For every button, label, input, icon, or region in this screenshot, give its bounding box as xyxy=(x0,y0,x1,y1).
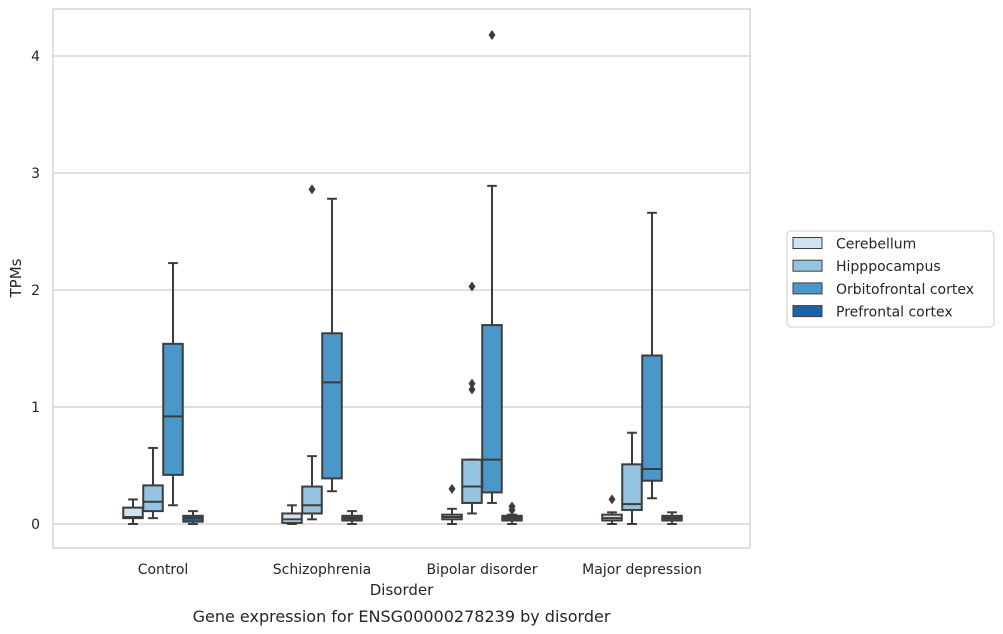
x-axis-title: Disorder xyxy=(370,581,434,599)
y-tick-label: 0 xyxy=(31,517,40,533)
y-tick-label: 3 xyxy=(31,166,40,182)
x-tick-label: Schizophrenia xyxy=(273,562,371,578)
iqr-box xyxy=(122,506,144,520)
x-tick-labels: Control Schizophrenia Bipolar disorder Majo… xyxy=(138,562,702,578)
x-tick-label: Control xyxy=(138,562,189,578)
y-tick-label: 1 xyxy=(31,400,40,416)
legend-swatch xyxy=(792,259,823,272)
iqr-box xyxy=(281,512,303,524)
box-hipppocampus xyxy=(301,184,323,521)
box-cerebellum xyxy=(441,483,463,525)
legend-label: Hipppocampus xyxy=(836,259,941,275)
outlier-point xyxy=(308,184,316,195)
box-prefrontal-cortex xyxy=(501,501,523,525)
plot-area xyxy=(122,29,683,525)
box-orbitofrontal-cortex xyxy=(641,211,663,500)
y-tick-label: 4 xyxy=(31,49,40,65)
legend-label: Orbitofrontal cortex xyxy=(836,282,974,298)
iqr-box xyxy=(301,485,323,515)
box-orbitofrontal-cortex xyxy=(321,197,343,493)
legend-swatch xyxy=(792,282,823,295)
box-hipppocampus xyxy=(461,281,483,515)
y-tick-labels: 0 1 2 3 4 xyxy=(31,49,40,533)
outlier-point xyxy=(468,384,476,395)
outlier-point xyxy=(488,29,496,40)
box-prefrontal-cortex xyxy=(182,510,204,525)
legend-swatch xyxy=(792,305,823,318)
iqr-box xyxy=(641,354,663,482)
plot-frame xyxy=(52,8,751,549)
box-hipppocampus xyxy=(142,446,164,520)
box-orbitofrontal-cortex xyxy=(481,29,503,504)
outlier-point xyxy=(508,501,516,512)
legend-label: Prefrontal cortex xyxy=(836,305,953,321)
box-cerebellum xyxy=(122,498,144,525)
box-hipppocampus xyxy=(621,431,643,525)
legend: Cerebellum Hipppocampus Orbitofrontal cort… xyxy=(786,230,995,328)
x-tick-label: Bipolar disorder xyxy=(426,562,537,578)
legend-swatch xyxy=(792,237,823,249)
y-tick-label: 2 xyxy=(31,283,40,299)
outlier-point xyxy=(468,281,476,292)
box-cerebellum xyxy=(601,494,623,525)
box-orbitofrontal-cortex xyxy=(162,262,184,507)
box-prefrontal-cortex xyxy=(661,511,683,525)
iqr-box xyxy=(481,324,503,494)
iqr-box xyxy=(162,342,184,476)
box-cerebellum xyxy=(281,504,303,525)
outlier-point xyxy=(608,494,616,505)
iqr-box xyxy=(142,484,164,513)
legend-label: Cerebellum xyxy=(836,237,916,253)
iqr-box xyxy=(621,463,643,511)
outlier-point xyxy=(468,378,476,389)
outlier-point xyxy=(448,483,456,494)
chart-caption: Gene expression for ENSG00000278239 by d… xyxy=(193,607,611,626)
iqr-box xyxy=(461,458,483,504)
y-axis-title: TPMs xyxy=(7,258,25,298)
iqr-box xyxy=(321,332,343,480)
x-tick-label: Major depression xyxy=(582,562,702,578)
legend-frame xyxy=(786,230,995,328)
box-prefrontal-cortex xyxy=(341,510,363,525)
